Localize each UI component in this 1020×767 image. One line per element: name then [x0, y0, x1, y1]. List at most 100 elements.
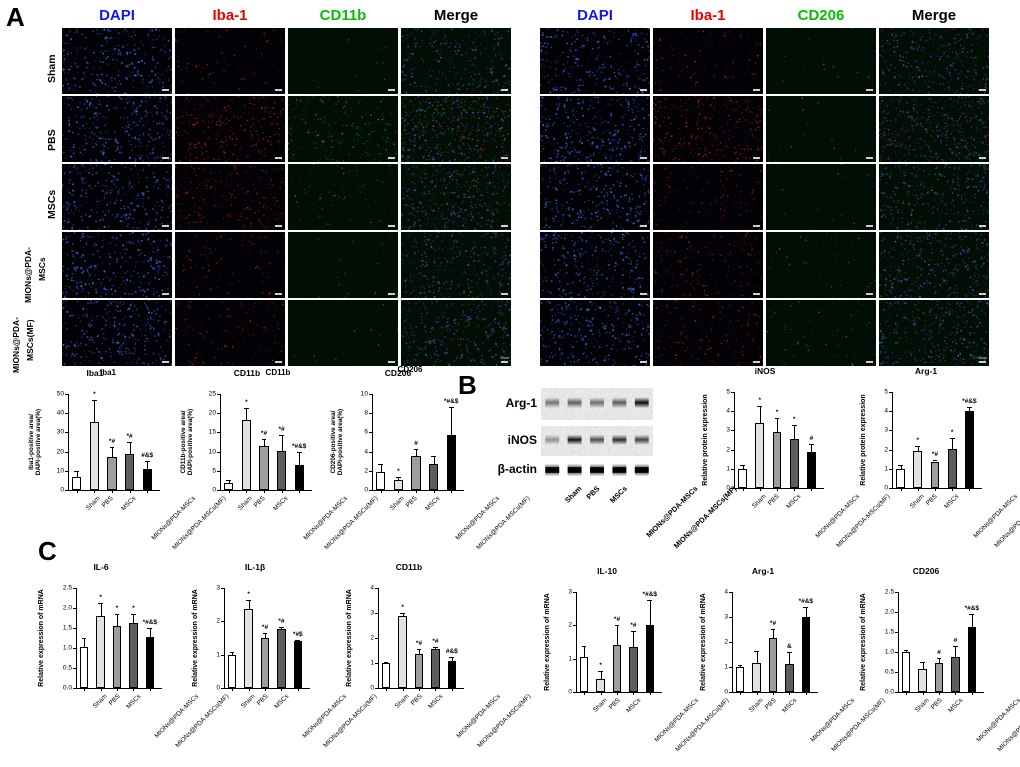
- error-bar: [900, 464, 902, 469]
- chart-title-cd206-mrna: CD206: [912, 566, 940, 576]
- x-axis-label-0: Sham: [914, 697, 931, 714]
- x-axis-label-0: Sham: [750, 493, 768, 510]
- y-tick-label: 0: [60, 486, 64, 494]
- y-tick: [889, 488, 892, 489]
- panel-a-row-label-mions-pda-mscs-mf-line2: MSCs(MF): [25, 319, 35, 361]
- y-tick-label: 1: [884, 465, 888, 473]
- scale-bar: [275, 157, 282, 159]
- bar-mscs: [768, 637, 778, 692]
- error-bar-cap: [114, 614, 120, 616]
- x-tick: [398, 490, 400, 493]
- error-bar: [939, 657, 940, 663]
- y-axis: [734, 392, 735, 488]
- y-tick-label: 6: [364, 428, 368, 436]
- panel-a-right-micrograph-grid: DAPI Iba-1 CD206 Merge 20um: [520, 0, 1020, 380]
- y-tick: [731, 392, 734, 393]
- x-tick: [265, 688, 266, 691]
- panel-caption-cd206: CD206: [397, 365, 423, 374]
- error-bar: [248, 600, 250, 609]
- x-tick: [811, 488, 813, 491]
- y-tick: [573, 625, 576, 627]
- micro-column-header-merge: Merge: [433, 7, 479, 24]
- panel-letter-c: C: [38, 536, 57, 566]
- x-axis: [734, 488, 824, 489]
- error-bar: [149, 628, 151, 637]
- micrograph-tile: [175, 96, 285, 162]
- error-bar-cap: [808, 443, 814, 445]
- scale-bar: [979, 293, 986, 295]
- bar-mscs: [612, 644, 622, 692]
- x-axis-label-0: Sham: [84, 495, 102, 512]
- y-tick-label: 3: [884, 426, 888, 434]
- significance-marker: *: [93, 391, 96, 399]
- error-bar-cap: [378, 464, 384, 466]
- significance-marker: *#: [278, 617, 285, 625]
- micrograph-tile: [879, 164, 989, 230]
- chart-title-il10-mrna: IL-10: [597, 566, 617, 576]
- x-tick: [133, 688, 135, 691]
- error-bar: [742, 464, 744, 469]
- chart-cd11b-mrna: CD11b Relative expression of mRNA 0 1 2 3 4 Sha…: [334, 562, 532, 750]
- y-tick: [369, 451, 372, 453]
- x-tick: [451, 688, 453, 691]
- scale-bar-label: 20um: [978, 356, 987, 360]
- y-tick: [217, 413, 220, 415]
- error-bar: [649, 600, 651, 626]
- error-bar-cap: [581, 646, 587, 647]
- scale-bar: [640, 89, 647, 91]
- x-tick: [952, 488, 954, 491]
- x-tick: [922, 692, 924, 695]
- significance-marker: *#: [931, 450, 939, 458]
- bar-pbs: [752, 662, 761, 692]
- x-tick: [906, 692, 908, 695]
- error-bar: [773, 628, 774, 638]
- micrograph-tile: [766, 28, 876, 94]
- x-axis-label-0: Sham: [240, 693, 257, 710]
- y-tick-label: 8: [364, 409, 368, 417]
- y-tick-label: 40: [56, 409, 64, 417]
- x-tick: [232, 688, 234, 691]
- y-tick: [895, 652, 898, 653]
- error-bar-cap: [903, 650, 909, 651]
- chart-il10-mrna: IL-10 Relative expression of mRNA 0 1 2 3 Sham…: [532, 566, 730, 753]
- y-tick: [217, 432, 220, 434]
- y-tick-label: 0: [724, 688, 728, 696]
- y-tick-label: 0: [370, 684, 374, 692]
- x-tick: [789, 692, 791, 695]
- x-axis-label-1: PBS: [101, 495, 116, 509]
- micro-column-header-merge: Merge: [911, 7, 957, 24]
- error-bar: [246, 407, 248, 421]
- error-bar: [133, 614, 135, 623]
- blot-strip-inos: [541, 426, 653, 456]
- x-axis-label-1: PBS: [107, 693, 122, 707]
- scale-bar: [866, 361, 873, 363]
- bar-mionspdamscs: [789, 439, 799, 488]
- micro-column-header-cd206: CD206: [797, 7, 845, 24]
- x-tick: [777, 488, 778, 491]
- x-axis-label-2: MSCs: [424, 495, 442, 513]
- chart-cd11b-quant: CD11b CD11b-positive area/DAPI-positive a…: [172, 368, 380, 551]
- plot-area-cd11b-mrna: 0 1 2 3 4 Sham * PBS *# MSCs *# MIONs@PDA-MSCs #&$ MI…: [370, 585, 532, 750]
- error-bar-cap: [949, 438, 955, 440]
- blot-lane-label-2: MSCs: [607, 484, 629, 505]
- x-tick: [147, 490, 149, 493]
- error-bar-cap: [243, 407, 249, 409]
- panel-a-row-label-mscs: MSCs: [46, 189, 58, 219]
- y-tick: [375, 638, 378, 639]
- chart-arg1-mrna: Arg-1 Relative expression of mRNA 0 1 2 3 4 Sha…: [688, 566, 886, 753]
- y-tick: [729, 667, 732, 668]
- bar-sham: [227, 654, 237, 688]
- y-tick-label: 2: [724, 638, 728, 646]
- scale-bar: [866, 157, 873, 159]
- x-tick: [84, 688, 86, 691]
- significance-marker: #: [414, 439, 418, 447]
- bar-pbs: [393, 479, 403, 490]
- scale-bar: [388, 89, 395, 91]
- y-tick-label: 4: [884, 407, 888, 415]
- y-tick: [895, 612, 898, 613]
- significance-marker: *: [132, 605, 135, 612]
- error-bar-cap: [647, 600, 653, 602]
- y-tick: [731, 430, 734, 432]
- chart-title-iba1-quant: Iba1: [86, 368, 104, 378]
- scale-bar: [388, 293, 395, 295]
